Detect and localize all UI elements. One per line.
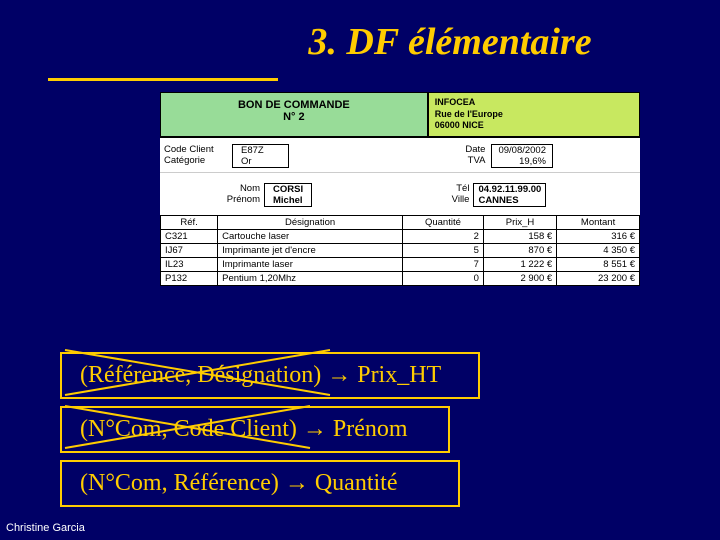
col-designation: Désignation [218, 216, 403, 230]
order-title-box: BON DE COMMANDE N° 2 [160, 92, 428, 137]
table-row: IJ67 Imprimante jet d'encre 5 870 € 4 35… [161, 244, 640, 258]
order-title-line1: BON DE COMMANDE [165, 99, 423, 111]
cell-des: Cartouche laser [218, 230, 403, 244]
df-rule-1: (Référence, Désignation) → Prix_HT [60, 352, 480, 399]
cell-montant: 23 200 € [557, 272, 640, 286]
col-montant: Montant [557, 216, 640, 230]
df-rule-2: (N°Com, Code Client) → Prénom [60, 406, 450, 453]
value-code-client: E87Z [241, 145, 264, 156]
company-box: INFOCEA Rue de l'Europe 06000 NICE [428, 92, 640, 137]
cell-qte: 7 [403, 258, 484, 272]
slide-title: 3. DF élémentaire [0, 0, 720, 64]
slide-footer: Christine Garcia [6, 522, 85, 534]
title-underline [48, 78, 278, 81]
value-categorie: Or [241, 156, 264, 167]
order-contact: Nom Prénom CORSI Michel Tél Ville 04.92.… [160, 173, 640, 215]
cell-des: Imprimante laser [218, 258, 403, 272]
company-city: 06000 NICE [435, 120, 633, 132]
col-ref: Réf. [161, 216, 218, 230]
cell-prix: 2 900 € [483, 272, 556, 286]
cell-des: Imprimante jet d'encre [218, 244, 403, 258]
meta-left: Code Client Catégorie E87Z Or [164, 144, 421, 168]
company-name: INFOCEA [435, 97, 633, 109]
label-tel: Tél [421, 183, 469, 194]
table-header-row: Réf. Désignation Quantité Prix_H Montant [161, 216, 640, 230]
order-meta: Code Client Catégorie E87Z Or Date TVA 0… [160, 138, 640, 173]
value-prenom: Michel [273, 195, 303, 206]
cell-montant: 316 € [557, 230, 640, 244]
value-ville: CANNES [478, 195, 541, 206]
cell-prix: 1 222 € [483, 258, 556, 272]
col-quantite: Quantité [403, 216, 484, 230]
table-row: C321 Cartouche laser 2 158 € 316 € [161, 230, 640, 244]
order-header-row: BON DE COMMANDE N° 2 INFOCEA Rue de l'Eu… [160, 92, 640, 138]
meta-right: Date TVA 09/08/2002 19,6% [421, 144, 636, 168]
order-form: BON DE COMMANDE N° 2 INFOCEA Rue de l'Eu… [160, 92, 640, 286]
cell-prix: 158 € [483, 230, 556, 244]
cell-montant: 4 350 € [557, 244, 640, 258]
value-tel: 04.92.11.99.00 [478, 184, 541, 195]
df-rule-3: (N°Com, Référence) → Quantité [60, 460, 460, 507]
cell-ref: IL23 [161, 258, 218, 272]
label-categorie: Catégorie [164, 155, 232, 166]
cell-qte: 5 [403, 244, 484, 258]
cell-qte: 2 [403, 230, 484, 244]
value-nom: CORSI [273, 184, 303, 195]
cell-montant: 8 551 € [557, 258, 640, 272]
col-prix-ht: Prix_H [483, 216, 556, 230]
value-tva: 19,6% [498, 156, 546, 167]
label-code-client: Code Client [164, 144, 232, 155]
cell-prix: 870 € [483, 244, 556, 258]
label-nom: Nom [164, 183, 260, 194]
order-title-line2: N° 2 [165, 111, 423, 123]
contact-right: Tél Ville 04.92.11.99.00 CANNES [421, 183, 636, 207]
table-row: P132 Pentium 1,20Mhz 0 2 900 € 23 200 € [161, 272, 640, 286]
label-tva: TVA [421, 155, 485, 166]
cell-ref: P132 [161, 272, 218, 286]
label-prenom: Prénom [164, 194, 260, 205]
contact-left: Nom Prénom CORSI Michel [164, 183, 421, 207]
company-street: Rue de l'Europe [435, 109, 633, 121]
cell-ref: C321 [161, 230, 218, 244]
label-date: Date [421, 144, 485, 155]
value-date: 09/08/2002 [498, 145, 546, 156]
order-items-table: Réf. Désignation Quantité Prix_H Montant… [160, 215, 640, 286]
cell-ref: IJ67 [161, 244, 218, 258]
table-row: IL23 Imprimante laser 7 1 222 € 8 551 € [161, 258, 640, 272]
cell-qte: 0 [403, 272, 484, 286]
label-ville: Ville [421, 194, 469, 205]
cell-des: Pentium 1,20Mhz [218, 272, 403, 286]
